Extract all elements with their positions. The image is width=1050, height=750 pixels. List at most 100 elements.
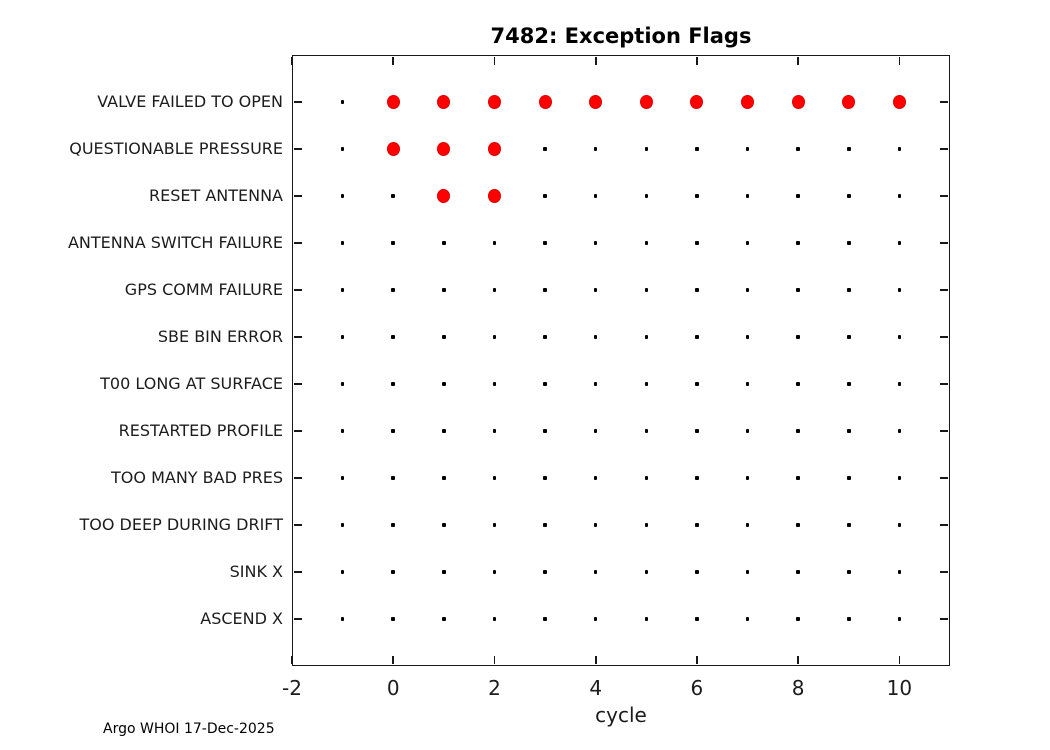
- no-flag-marker: [796, 476, 800, 480]
- no-flag-marker: [593, 617, 598, 621]
- no-flag-marker: [593, 570, 598, 574]
- no-flag-marker: [847, 476, 851, 480]
- no-flag-marker: [796, 288, 800, 292]
- no-flag-marker: [543, 147, 547, 151]
- no-flag-marker: [442, 570, 446, 574]
- no-flag-marker: [695, 523, 699, 527]
- no-flag-marker: [745, 147, 750, 151]
- no-flag-marker: [593, 241, 598, 245]
- no-flag-marker: [593, 194, 598, 198]
- y-axis-tick: [293, 289, 302, 291]
- no-flag-marker: [543, 429, 547, 433]
- x-tick-label: 2: [488, 676, 501, 700]
- no-flag-marker: [442, 476, 446, 480]
- flag-raised-marker: [741, 95, 755, 109]
- no-flag-marker: [796, 570, 800, 574]
- no-flag-marker: [796, 335, 800, 339]
- y-axis-tick: [293, 242, 302, 244]
- y-tick-label: TOO DEEP DURING DRIFT: [79, 515, 284, 534]
- no-flag-marker: [442, 617, 446, 621]
- no-flag-marker: [897, 382, 902, 386]
- no-flag-marker: [897, 335, 902, 339]
- no-flag-marker: [745, 194, 750, 198]
- no-flag-marker: [897, 570, 902, 574]
- y-axis-tick: [293, 571, 302, 573]
- no-flag-marker: [442, 523, 446, 527]
- no-flag-marker: [847, 147, 851, 151]
- y-axis-tick: [940, 571, 949, 573]
- x-axis-tick: [392, 56, 395, 65]
- no-flag-marker: [391, 382, 395, 386]
- no-flag-marker: [644, 523, 649, 527]
- no-flag-marker: [593, 523, 598, 527]
- no-flag-marker: [847, 335, 851, 339]
- no-flag-marker: [796, 617, 800, 621]
- no-flag-marker: [340, 335, 345, 339]
- no-flag-marker: [897, 617, 902, 621]
- no-flag-marker: [340, 147, 345, 151]
- no-flag-marker: [695, 476, 699, 480]
- y-tick-label: RESTARTED PROFILE: [118, 421, 283, 440]
- no-flag-marker: [695, 429, 699, 433]
- no-flag-marker: [644, 335, 649, 339]
- no-flag-marker: [442, 382, 446, 386]
- no-flag-marker: [847, 241, 851, 245]
- x-tick-label: 8: [791, 676, 805, 700]
- x-tick-label: 6: [690, 676, 704, 700]
- x-axis-tick: [493, 56, 496, 65]
- y-tick-label: TOO MANY BAD PRES: [111, 468, 283, 487]
- no-flag-marker: [391, 617, 395, 621]
- footer-annotation: Argo WHOI 17-Dec-2025: [103, 721, 275, 737]
- flag-raised-marker: [386, 95, 400, 109]
- flag-raised-marker: [690, 95, 704, 109]
- no-flag-marker: [340, 288, 345, 292]
- y-axis-tick: [293, 195, 302, 197]
- flag-raised-marker: [842, 95, 856, 109]
- no-flag-marker: [847, 194, 851, 198]
- y-axis-tick: [293, 336, 302, 338]
- no-flag-marker: [492, 241, 497, 245]
- y-axis-tick: [940, 289, 949, 291]
- x-axis-tick: [797, 656, 799, 665]
- flag-raised-marker: [386, 142, 400, 156]
- no-flag-marker: [492, 429, 497, 433]
- no-flag-marker: [847, 429, 851, 433]
- no-flag-marker: [644, 429, 649, 433]
- no-flag-marker: [593, 147, 598, 151]
- no-flag-marker: [644, 241, 649, 245]
- no-flag-marker: [847, 382, 851, 386]
- no-flag-marker: [492, 382, 497, 386]
- flag-raised-marker: [487, 189, 501, 203]
- x-axis-tick: [392, 656, 395, 665]
- y-tick-label: ASCEND X: [200, 609, 283, 628]
- no-flag-marker: [897, 476, 902, 480]
- y-axis-tick: [940, 242, 949, 244]
- no-flag-marker: [644, 288, 649, 292]
- no-flag-marker: [745, 382, 750, 386]
- flag-raised-marker: [892, 95, 906, 109]
- y-axis-tick: [940, 148, 949, 150]
- y-axis-tick: [940, 383, 949, 385]
- no-flag-marker: [796, 147, 800, 151]
- y-axis-tick: [940, 477, 949, 479]
- no-flag-marker: [796, 194, 800, 198]
- no-flag-marker: [543, 241, 547, 245]
- no-flag-marker: [492, 335, 497, 339]
- x-axis-tick: [696, 56, 698, 65]
- no-flag-marker: [340, 617, 345, 621]
- no-flag-marker: [391, 523, 395, 527]
- no-flag-marker: [391, 194, 395, 198]
- no-flag-marker: [644, 617, 649, 621]
- x-axis-label: cycle: [595, 703, 647, 727]
- no-flag-marker: [543, 335, 547, 339]
- no-flag-marker: [695, 194, 699, 198]
- no-flag-marker: [340, 476, 345, 480]
- no-flag-marker: [391, 476, 395, 480]
- no-flag-marker: [492, 617, 497, 621]
- no-flag-marker: [695, 617, 699, 621]
- no-flag-marker: [340, 241, 345, 245]
- y-axis-tick: [940, 430, 949, 432]
- no-flag-marker: [340, 100, 345, 104]
- y-axis-tick: [293, 101, 302, 103]
- no-flag-marker: [847, 570, 851, 574]
